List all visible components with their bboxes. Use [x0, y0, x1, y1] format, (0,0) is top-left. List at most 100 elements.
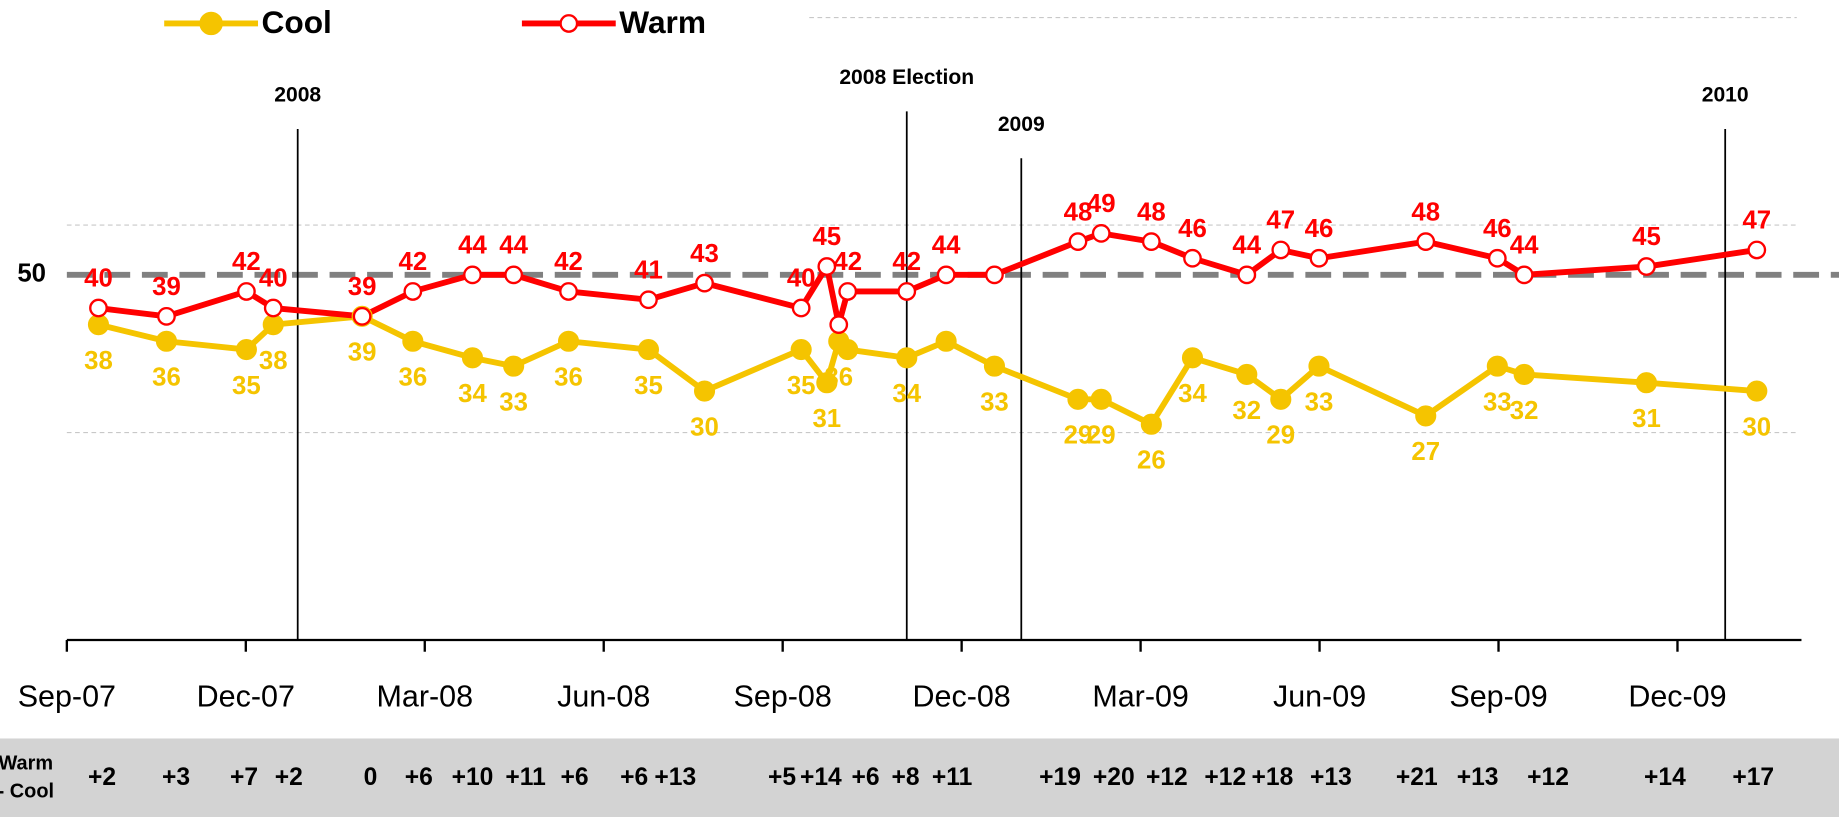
data-label: 46 [1305, 215, 1334, 243]
data-label: 29 [1087, 422, 1116, 450]
difference-value: +13 [1457, 764, 1499, 791]
data-label: 33 [1483, 388, 1512, 416]
data-label: 42 [398, 248, 427, 276]
event-label: 2008 [274, 84, 321, 107]
data-point [1141, 232, 1161, 252]
difference-value: +11 [932, 764, 972, 791]
event-label: 2009 [998, 113, 1045, 136]
x-tick-label: Dec-07 [197, 680, 295, 714]
difference-value: +13 [654, 764, 696, 791]
data-point [637, 338, 660, 361]
data-point [1635, 372, 1658, 394]
data-label: 30 [690, 413, 719, 441]
data-label: 44 [1510, 232, 1539, 260]
data-point [639, 290, 658, 310]
data-label: 42 [554, 248, 583, 276]
data-point [403, 282, 423, 301]
data-label: 42 [833, 248, 862, 276]
data-point [1181, 347, 1204, 369]
data-label: 38 [259, 347, 288, 375]
data-label: 47 [1742, 207, 1771, 235]
data-label: 33 [1305, 388, 1334, 416]
x-tick-label: Dec-09 [1628, 680, 1726, 714]
data-point [817, 257, 837, 276]
data-label: 47 [1266, 207, 1295, 235]
data-point [985, 265, 1004, 285]
data-point [503, 355, 525, 377]
data-point [1067, 388, 1089, 410]
data-point [461, 347, 484, 369]
data-point [1309, 248, 1329, 268]
difference-value: +10 [452, 764, 494, 791]
data-label: 39 [348, 339, 377, 367]
difference-value: +11 [505, 764, 545, 791]
x-tick-label: Sep-09 [1449, 680, 1547, 714]
data-label: 36 [824, 364, 853, 392]
data-point [262, 314, 284, 336]
data-point [935, 330, 957, 352]
data-point [89, 298, 108, 318]
data-point [896, 347, 918, 369]
data-point [157, 306, 176, 326]
difference-value: +2 [88, 764, 116, 791]
data-point [1237, 265, 1257, 285]
data-label: 46 [1178, 215, 1207, 243]
data-point [1416, 232, 1436, 252]
data-point [557, 330, 580, 352]
event-label: 2010 [1702, 84, 1749, 107]
data-point [693, 380, 716, 402]
data-point [791, 298, 811, 318]
data-label: 31 [812, 405, 841, 433]
data-label: 36 [554, 364, 583, 392]
data-label: 33 [980, 388, 1009, 416]
data-point [504, 265, 524, 285]
data-label: 42 [232, 248, 261, 276]
data-label: 48 [1137, 198, 1166, 226]
difference-value: +12 [1527, 764, 1569, 791]
data-label: 26 [1137, 447, 1166, 475]
data-point [816, 372, 838, 394]
data-point [1140, 413, 1162, 435]
difference-value: +3 [162, 764, 190, 791]
data-point [352, 306, 372, 326]
x-tick-label: Mar-08 [376, 680, 473, 714]
legend-label: Cool [262, 4, 332, 40]
data-point [1236, 363, 1258, 385]
data-label: 35 [787, 372, 816, 400]
data-point [1637, 257, 1656, 276]
data-label: 48 [1064, 198, 1093, 226]
data-point [983, 355, 1006, 377]
difference-value: +18 [1252, 764, 1294, 791]
difference-row-label: - Cool [0, 781, 54, 803]
data-point [1747, 240, 1767, 260]
data-label: 35 [232, 372, 261, 400]
data-point [235, 338, 257, 361]
data-label: 38 [84, 347, 113, 375]
data-point [837, 338, 859, 361]
data-label: 31 [1632, 405, 1661, 433]
difference-value: +5 [768, 764, 796, 791]
series-line [98, 230, 1758, 328]
reference-label: 50 [17, 260, 46, 288]
difference-value: +21 [1396, 764, 1438, 791]
difference-value: +13 [1310, 764, 1352, 791]
event-label: 2008 Election [839, 66, 974, 89]
data-point [897, 282, 917, 301]
data-point [559, 282, 578, 301]
difference-value: +12 [1146, 764, 1188, 791]
difference-value: +14 [1644, 764, 1686, 791]
data-point [1486, 355, 1508, 377]
data-point [263, 298, 283, 318]
difference-value: +7 [230, 764, 258, 791]
data-label: 29 [1266, 422, 1295, 450]
difference-value: +6 [620, 764, 648, 791]
data-label: 40 [259, 265, 288, 293]
difference-row-label: Warm [0, 753, 53, 775]
data-point [1091, 223, 1111, 243]
difference-value: +19 [1039, 764, 1081, 791]
data-label: 46 [1483, 215, 1512, 243]
data-point [87, 314, 110, 336]
data-point [1271, 240, 1291, 260]
data-label: 45 [812, 223, 841, 251]
data-label: 33 [499, 388, 528, 416]
